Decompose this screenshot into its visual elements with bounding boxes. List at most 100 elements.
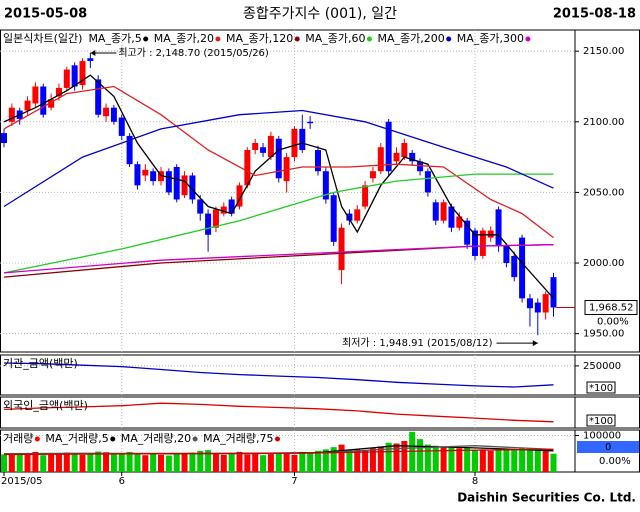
volume-bar — [236, 451, 243, 472]
candle-body — [267, 135, 274, 158]
candle-body — [63, 69, 70, 88]
series-line — [3, 173, 554, 274]
legend-marker — [34, 436, 40, 442]
info-label: 0 — [605, 442, 611, 453]
volume-bar — [228, 453, 235, 472]
volume-bar — [346, 450, 353, 472]
volume-bar — [456, 448, 463, 472]
candle-body — [322, 171, 329, 200]
candle-body — [71, 65, 78, 87]
candle-body — [448, 206, 455, 228]
end-date: 2015-08-18 — [553, 7, 636, 22]
volume-bar — [322, 449, 329, 472]
candle-body — [542, 294, 549, 313]
candle-body — [369, 171, 376, 179]
candle-body — [456, 216, 463, 228]
candle-body — [252, 142, 259, 151]
volume-bar — [291, 454, 298, 472]
legend-marker — [446, 36, 452, 42]
volume-bar — [464, 447, 471, 472]
x-tick-label: 7 — [291, 476, 297, 487]
volume-bar — [519, 448, 526, 472]
annotation: 최고가 : 2,148.70 (2015/05/26) — [118, 47, 269, 59]
volume-bar — [87, 453, 94, 472]
volume-bar — [48, 453, 55, 472]
volume-bar — [369, 448, 376, 472]
start-date: 2015-05-08 — [4, 7, 87, 22]
chart-title: 종합주가지수 (001), 일간 — [243, 6, 397, 22]
legend-marker — [275, 436, 280, 442]
candle-body — [181, 175, 188, 196]
candle-body — [354, 209, 361, 221]
volume-bar — [8, 453, 15, 472]
candle-body — [338, 227, 345, 271]
volume-bar — [32, 451, 39, 472]
volume-bar — [150, 453, 157, 472]
candle-body — [534, 302, 541, 313]
volume-bar — [511, 450, 518, 472]
candle-body — [362, 185, 369, 207]
volume-bar — [165, 455, 172, 472]
candle-body — [550, 277, 557, 308]
candle-body — [464, 220, 471, 245]
candle-body — [260, 147, 267, 153]
footer: Daishin Securities Co. Ltd. — [457, 491, 636, 505]
candle-body — [24, 100, 31, 111]
candle-body — [307, 121, 314, 124]
volume-bar — [142, 455, 149, 472]
volume-bar — [24, 453, 31, 472]
candle-body — [487, 230, 494, 238]
legend-title: 외국인_금액(백만) — [3, 399, 88, 412]
legend-title: 기관_금액(백만) — [3, 357, 78, 370]
info-label: 0.00% — [599, 456, 631, 467]
volume-bar — [315, 450, 321, 472]
candle-body — [1, 133, 7, 143]
volume-bar — [432, 445, 439, 472]
candle-body — [48, 99, 55, 108]
candle-body — [87, 58, 94, 62]
candle-body — [511, 255, 518, 278]
volume-bar — [110, 453, 117, 472]
volume-bar — [479, 449, 486, 472]
legend-label: MA_거래량,5 — [45, 432, 108, 445]
volume-bar — [252, 453, 259, 472]
candle-body — [173, 166, 180, 200]
volume-bar — [448, 446, 455, 472]
legend-marker — [192, 436, 198, 442]
candle-body — [385, 121, 392, 172]
volume-bar — [409, 431, 416, 472]
volume-bar — [307, 453, 314, 472]
candle-body — [142, 169, 149, 176]
volume-bar — [212, 453, 219, 472]
legend-label: MA_종가,5 — [88, 32, 141, 45]
volume-bar — [526, 448, 533, 472]
legend-marker — [366, 36, 372, 42]
volume-bar — [377, 446, 384, 472]
volume-bar — [63, 452, 70, 472]
candle-body — [417, 161, 424, 172]
volume-bar — [385, 442, 392, 472]
volume-bar — [40, 455, 47, 472]
candle-body — [103, 107, 110, 117]
legend-label: MA_종가,60 — [305, 32, 365, 45]
volume-bar — [197, 450, 204, 472]
volume-bar — [424, 444, 431, 472]
legend-marker — [525, 36, 531, 42]
candle-body — [189, 175, 196, 200]
candle-body — [275, 138, 282, 179]
candle-body — [95, 79, 102, 115]
volume-bar — [1, 454, 7, 472]
candle-body — [299, 128, 306, 151]
candle-body — [165, 171, 172, 193]
legend-title: 일본식차트(일간) — [3, 31, 82, 45]
candle-body — [393, 152, 400, 162]
y-tick-label: 2100.00 — [583, 117, 624, 128]
volume-bar — [354, 449, 361, 472]
volume-bar — [417, 439, 424, 472]
candle-body — [432, 202, 439, 221]
volume-bar — [472, 450, 478, 472]
candle-body — [495, 209, 502, 247]
volume-bar — [173, 453, 180, 472]
candle-body — [526, 298, 533, 309]
series-line — [3, 85, 554, 239]
